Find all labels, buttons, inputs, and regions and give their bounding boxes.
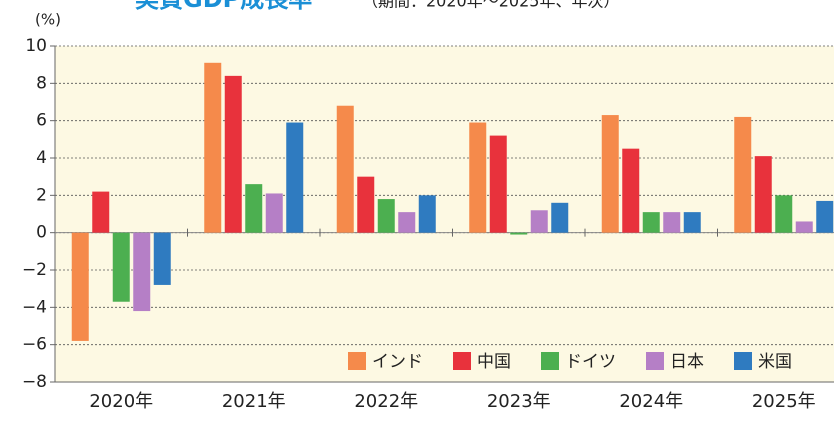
y-tick-label: −6 [22,335,47,355]
y-axis-label: (%) [35,11,61,29]
x-tick-label: 2023年 [487,391,551,412]
bar [245,184,263,233]
bar [775,195,793,233]
bar [663,212,681,233]
y-tick-label: 4 [36,148,47,168]
y-tick-label: 2 [36,185,47,205]
bar [683,212,701,233]
bar [336,105,354,233]
legend-swatch [541,352,559,370]
legend-swatch [348,352,366,370]
legend-label: ドイツ [565,352,616,372]
bar [398,212,416,233]
bar [489,135,507,233]
bar [601,115,619,233]
legend-label: 中国 [477,352,511,372]
y-tick-label: −2 [22,260,47,280]
bar [469,122,487,233]
bar [754,156,772,233]
y-tick-label: −4 [22,297,47,317]
legend-label: 米国 [758,352,792,372]
y-tick-label: 8 [36,73,47,93]
bar [418,195,436,233]
bar [377,199,395,233]
x-tick-label: 2025年 [752,391,816,412]
bar [286,122,304,233]
legend-label: 日本 [670,352,704,372]
x-tick-label: 2024年 [619,391,683,412]
chart-title: 実質GDP成長率 [135,0,312,13]
bar [816,200,834,233]
bar [265,193,283,233]
bar [510,232,528,235]
x-tick-label: 2022年 [354,391,418,412]
bar [133,232,151,312]
bar [357,176,375,233]
x-tick-label: 2020年 [89,391,153,412]
bar [795,221,813,233]
y-tick-label: −8 [22,372,47,392]
y-tick-label: 0 [36,223,47,243]
bar [622,148,640,233]
y-tick-label: 10 [25,36,47,56]
bar [112,232,130,302]
bar [551,202,569,233]
bar [92,191,110,233]
legend-swatch [646,352,664,370]
legend-label: インド [372,352,423,372]
bar [204,62,222,233]
bar [734,116,752,233]
legend-swatch [453,352,471,370]
plot-area [55,46,834,382]
y-tick-label: 6 [36,111,47,131]
bar [153,232,171,285]
bar [530,210,548,233]
chart-subtitle: （期間：2020年～2025年、年次） [362,0,619,11]
x-tick-label: 2021年 [222,391,286,412]
bar [642,212,660,233]
bar [224,75,242,233]
bar [71,232,89,341]
legend-swatch [734,352,752,370]
